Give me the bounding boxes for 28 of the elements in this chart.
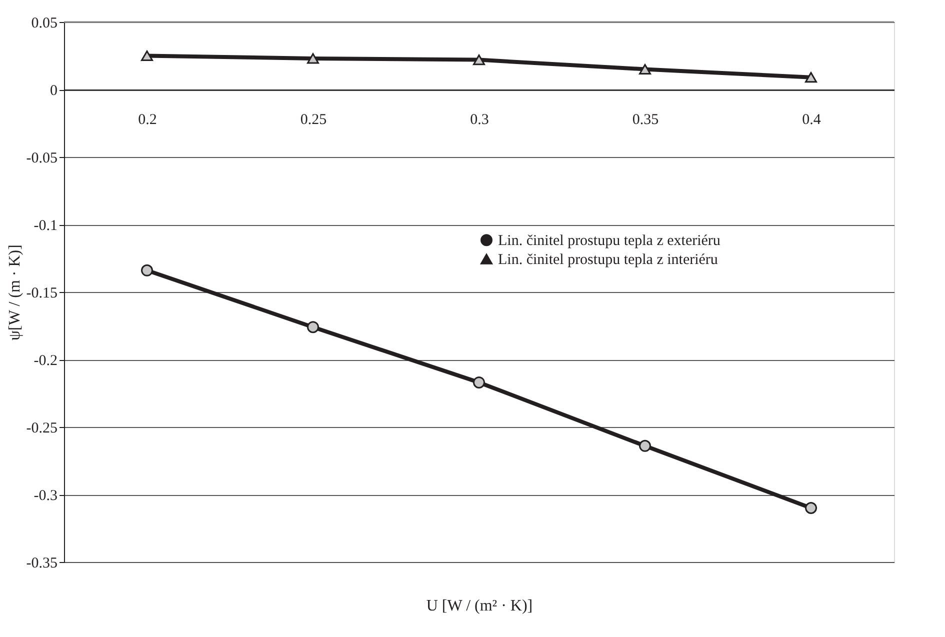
y-tick-label: -0.2 bbox=[34, 353, 58, 369]
point bbox=[639, 64, 651, 75]
legend-label: Lin. činitel prostupu tepla z exteriéru bbox=[498, 233, 721, 250]
point bbox=[639, 440, 651, 452]
point bbox=[805, 502, 817, 514]
y-tick-label: -0.35 bbox=[26, 556, 58, 572]
x-tick-label: 0.3 bbox=[470, 112, 489, 128]
y-tick-label: -0.1 bbox=[34, 218, 58, 234]
y-tick-label: -0.3 bbox=[34, 488, 58, 504]
point bbox=[805, 72, 817, 83]
y-tick-label: 0 bbox=[50, 83, 58, 99]
point bbox=[473, 376, 485, 388]
y-tick-label: -0.15 bbox=[26, 286, 58, 302]
x-tick-label: 0.35 bbox=[632, 112, 659, 128]
y-tick-label: -0.05 bbox=[26, 150, 58, 166]
point bbox=[473, 54, 485, 66]
y-axis-title: ψ[W / (m · K)] bbox=[6, 244, 24, 340]
point bbox=[307, 53, 319, 64]
point bbox=[141, 50, 153, 62]
y-tick-label: 0.05 bbox=[31, 16, 58, 32]
x-tick-label: 0.25 bbox=[300, 112, 327, 128]
point bbox=[141, 264, 153, 276]
x-axis-title: U [W / (m² · K)] bbox=[426, 598, 533, 614]
x-tick-label: 0.2 bbox=[138, 112, 157, 128]
legend-label: Lin. činitel prostupu tepla z interiéru bbox=[498, 252, 718, 268]
y-tick-label: -0.25 bbox=[26, 420, 58, 436]
x-tick-label: 0.4 bbox=[802, 112, 822, 128]
point bbox=[307, 321, 319, 334]
